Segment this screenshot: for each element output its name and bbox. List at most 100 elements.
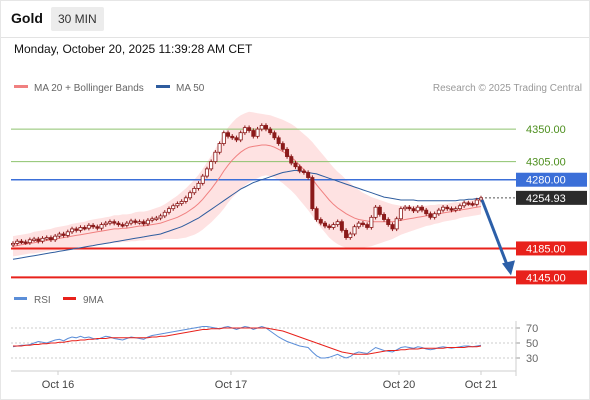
rsi-panel: 70 50 30 bbox=[11, 323, 538, 365]
level-tag-support bbox=[516, 270, 587, 285]
candle-body bbox=[259, 125, 264, 130]
candle-body bbox=[436, 209, 441, 215]
candle-body bbox=[360, 222, 365, 226]
candle-body bbox=[415, 206, 420, 212]
candle-body bbox=[297, 166, 302, 172]
candle-body bbox=[44, 237, 49, 240]
level-label-last: 4254.93 bbox=[526, 193, 566, 205]
candle-body bbox=[285, 148, 290, 157]
candle-body bbox=[230, 135, 235, 139]
candle-body bbox=[226, 132, 231, 137]
rsi-ma-legend-swatch bbox=[63, 297, 76, 300]
candle-body bbox=[129, 220, 134, 224]
forecast-arrowhead bbox=[502, 260, 515, 276]
candle-body bbox=[179, 201, 184, 204]
candle-body bbox=[411, 208, 416, 212]
x-axis-label: Oct 21 bbox=[465, 379, 497, 391]
candle-body bbox=[352, 226, 357, 235]
moving-averages bbox=[12, 144, 482, 260]
candle-body bbox=[247, 127, 252, 131]
candle-body bbox=[441, 206, 446, 211]
candle-body bbox=[175, 203, 180, 207]
level-labels: 4350.00 4305.00 4280.00 4254.93 4185.00 4145.… bbox=[516, 124, 587, 285]
candle-body bbox=[188, 192, 193, 199]
candle-body bbox=[234, 137, 239, 141]
candle-body bbox=[10, 242, 15, 246]
candle-body bbox=[183, 197, 188, 202]
credit-text: Research © 2025 Trading Central bbox=[433, 83, 582, 94]
ma50-legend-label: MA 50 bbox=[176, 83, 205, 94]
candle-body bbox=[192, 188, 197, 194]
candle-body bbox=[289, 156, 294, 164]
rsi-ma-legend-label: 9MA bbox=[83, 295, 104, 306]
candle-body bbox=[386, 219, 391, 225]
candle-body bbox=[251, 130, 256, 137]
candle-body bbox=[373, 206, 378, 218]
candle-body bbox=[65, 231, 70, 236]
candle-body bbox=[394, 218, 399, 230]
candle-body bbox=[432, 213, 437, 218]
candle-body bbox=[276, 137, 281, 144]
chart-header: Gold 30 MIN bbox=[1, 1, 589, 37]
candle-body bbox=[166, 208, 171, 213]
level-tag-support bbox=[516, 241, 587, 256]
candle-body bbox=[141, 221, 146, 225]
candle-body bbox=[133, 220, 138, 223]
candle-body bbox=[377, 206, 382, 215]
candle-body bbox=[449, 208, 454, 211]
candle-body bbox=[150, 218, 155, 221]
candle-body bbox=[331, 224, 336, 228]
candle-body bbox=[112, 221, 117, 224]
candle-body bbox=[204, 168, 209, 177]
candle-body bbox=[474, 199, 479, 205]
rsi-tick-label: 50 bbox=[526, 338, 538, 350]
x-axis-label: Oct 16 bbox=[42, 379, 74, 391]
candle-body bbox=[339, 221, 344, 231]
candle-body bbox=[162, 211, 167, 217]
candle-body bbox=[103, 222, 108, 226]
candle-body bbox=[48, 237, 53, 241]
candle-body bbox=[95, 226, 100, 229]
x-axis-label: Oct 20 bbox=[383, 379, 415, 391]
candles bbox=[10, 123, 483, 247]
candle-body bbox=[428, 213, 433, 218]
timestamp: Monday, October 20, 2025 11:39:28 AM CET bbox=[14, 42, 253, 56]
candle-body bbox=[116, 222, 121, 226]
level-label-support: 4145.00 bbox=[526, 272, 566, 284]
candle-body bbox=[23, 241, 28, 244]
candle-body bbox=[36, 238, 41, 242]
candle-body bbox=[457, 205, 462, 210]
candle-body bbox=[424, 209, 429, 215]
candle-body bbox=[217, 143, 222, 153]
candle-body bbox=[445, 206, 450, 210]
candle-body bbox=[200, 175, 205, 184]
candle-body bbox=[238, 132, 243, 141]
candle-body bbox=[365, 224, 370, 228]
forecast-arrow bbox=[480, 199, 515, 276]
candle-body bbox=[348, 233, 353, 238]
x-axis-labels: Oct 16 Oct 17 Oct 20 Oct 21 bbox=[42, 371, 497, 391]
candle-body bbox=[137, 221, 142, 224]
candle-body bbox=[462, 202, 467, 207]
candle-body bbox=[124, 222, 129, 226]
candle-body bbox=[407, 206, 412, 210]
candle-body bbox=[419, 206, 424, 211]
candle-body bbox=[280, 143, 285, 150]
timeframe-button[interactable]: 30 MIN bbox=[51, 7, 104, 31]
level-label-resistance: 4305.00 bbox=[526, 157, 566, 169]
candle-body bbox=[293, 162, 298, 168]
candle-body bbox=[171, 205, 176, 210]
candle-body bbox=[356, 222, 361, 228]
candle-body bbox=[154, 217, 159, 220]
candle-body bbox=[242, 127, 247, 134]
candle-body bbox=[78, 227, 83, 231]
rsi-tick-label: 30 bbox=[526, 353, 538, 365]
candle-body bbox=[255, 128, 260, 137]
rsi-legend-swatch bbox=[14, 297, 27, 300]
level-tag-last bbox=[516, 190, 587, 205]
candle-body bbox=[57, 233, 62, 237]
candle-body bbox=[322, 222, 327, 227]
candle-body bbox=[318, 219, 323, 224]
candle-body bbox=[40, 237, 45, 242]
